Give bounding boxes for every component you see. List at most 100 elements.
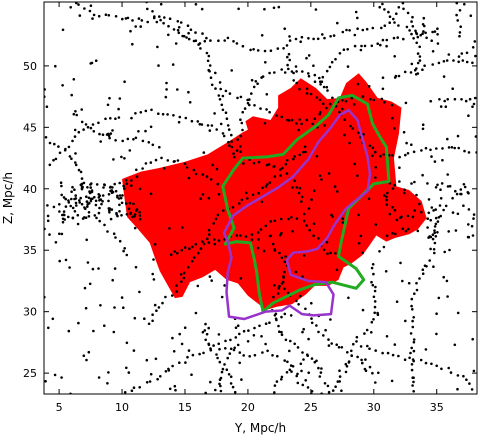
- data-point: [299, 362, 303, 366]
- data-point: [111, 129, 114, 132]
- data-point: [187, 176, 191, 180]
- data-point: [410, 32, 413, 36]
- data-point: [264, 322, 268, 326]
- data-point: [264, 342, 267, 346]
- data-point: [426, 182, 429, 185]
- data-point: [222, 134, 226, 138]
- data-point: [205, 51, 209, 55]
- data-point: [403, 191, 406, 195]
- data-point: [429, 247, 432, 251]
- data-point: [442, 208, 445, 212]
- data-point: [46, 214, 50, 218]
- data-point: [209, 348, 213, 352]
- data-point: [201, 330, 205, 334]
- data-point: [435, 312, 438, 316]
- data-point: [172, 350, 176, 353]
- data-point: [321, 75, 325, 79]
- data-point: [132, 386, 136, 390]
- data-point: [411, 325, 415, 329]
- data-point: [286, 159, 289, 162]
- data-point: [239, 234, 242, 237]
- data-point: [173, 384, 177, 388]
- data-point: [205, 332, 209, 336]
- data-point: [68, 266, 71, 269]
- data-point: [228, 352, 232, 355]
- data-point: [322, 334, 325, 337]
- data-point: [345, 28, 348, 32]
- data-point: [314, 8, 318, 11]
- data-point: [128, 201, 132, 205]
- data-point: [412, 338, 416, 341]
- data-point: [178, 332, 181, 336]
- data-point: [70, 190, 73, 193]
- data-point: [348, 141, 351, 145]
- data-point: [340, 389, 343, 393]
- data-point: [268, 110, 271, 114]
- data-point: [364, 358, 367, 361]
- data-point: [468, 97, 472, 101]
- data-point: [335, 343, 339, 347]
- data-point: [126, 137, 130, 141]
- data-point: [145, 358, 149, 362]
- data-point: [84, 306, 88, 310]
- x-tick-label: 5: [56, 401, 63, 414]
- data-point: [345, 365, 349, 368]
- data-point: [432, 265, 435, 269]
- data-point: [374, 349, 378, 352]
- data-point: [391, 353, 395, 357]
- data-point: [211, 163, 214, 167]
- data-point: [408, 29, 411, 32]
- data-point: [297, 191, 301, 195]
- data-point: [280, 378, 283, 381]
- data-point: [283, 359, 287, 362]
- data-point: [118, 239, 122, 243]
- data-point: [336, 380, 340, 383]
- data-point: [69, 204, 72, 208]
- data-point: [89, 4, 93, 7]
- data-point: [112, 232, 116, 235]
- data-point: [230, 140, 233, 143]
- contour-layer: [221, 93, 391, 321]
- data-point: [397, 24, 400, 27]
- data-point: [236, 343, 240, 347]
- data-point: [343, 118, 347, 121]
- data-point: [391, 231, 394, 235]
- data-point: [420, 210, 423, 214]
- data-point: [177, 26, 181, 29]
- data-point: [440, 367, 443, 371]
- data-point: [156, 377, 159, 381]
- data-point: [313, 80, 317, 83]
- data-point: [67, 201, 71, 204]
- data-point: [309, 92, 313, 96]
- data-point: [283, 260, 287, 264]
- data-point: [283, 270, 286, 274]
- data-point: [307, 207, 311, 210]
- data-point: [99, 304, 102, 307]
- data-point: [418, 202, 421, 206]
- data-point: [73, 197, 76, 201]
- data-point: [216, 356, 219, 360]
- data-point: [351, 127, 355, 130]
- data-point: [385, 38, 389, 42]
- data-point: [224, 339, 227, 343]
- data-point: [135, 168, 138, 172]
- data-point: [453, 146, 457, 150]
- data-point: [77, 321, 80, 325]
- data-point: [472, 369, 476, 373]
- data-point: [92, 130, 96, 133]
- data-point: [238, 351, 242, 354]
- data-point: [286, 55, 289, 59]
- data-point: [185, 166, 189, 169]
- data-point: [446, 295, 449, 298]
- data-point: [217, 94, 221, 97]
- data-point: [132, 138, 135, 141]
- data-point: [355, 335, 359, 339]
- data-point: [141, 139, 145, 143]
- data-point: [219, 87, 222, 91]
- data-point: [312, 222, 316, 225]
- data-point: [98, 132, 101, 136]
- data-point: [294, 37, 298, 41]
- data-point: [434, 235, 438, 238]
- data-point: [80, 177, 84, 180]
- data-point: [318, 98, 322, 102]
